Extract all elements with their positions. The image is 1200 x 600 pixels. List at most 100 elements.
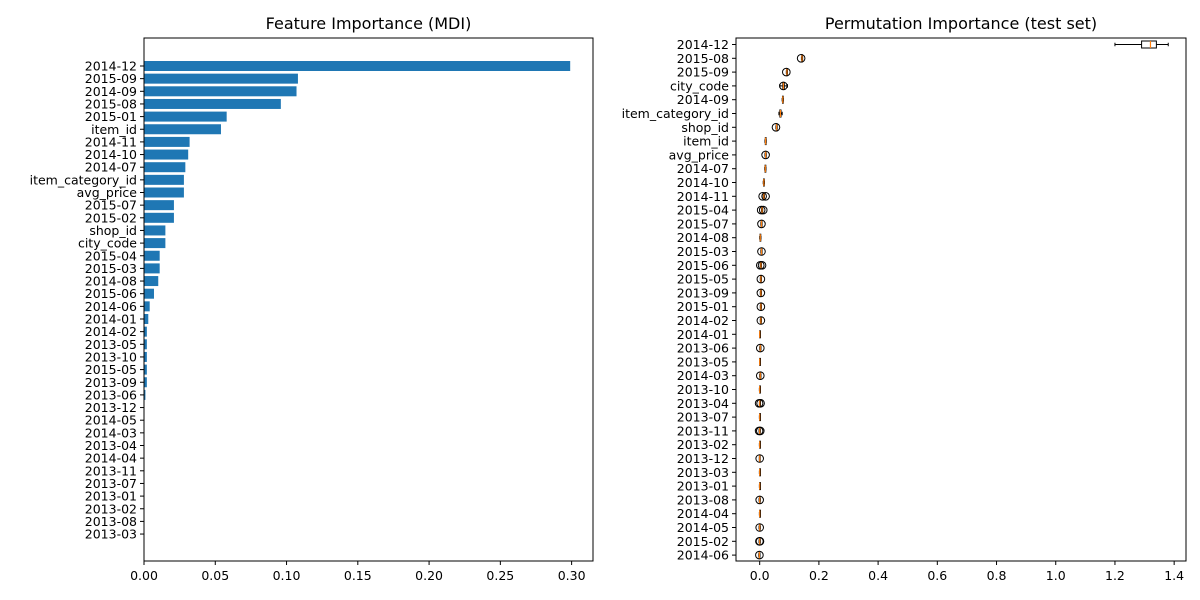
permutation-box-2014-05 <box>755 523 764 532</box>
permutation-y-tick-label-2015-08: 2015-08 <box>677 51 729 66</box>
mdi-y-tick-label-2014-06: 2014-06 <box>85 299 137 314</box>
permutation-flier-2014-03-0 <box>755 371 765 381</box>
permutation-y-tick-label-2013-01: 2013-01 <box>677 479 729 494</box>
permutation-box-2013-01 <box>758 482 761 491</box>
permutation-box-2014-04 <box>758 509 761 518</box>
permutation-box-2015-01 <box>756 302 766 312</box>
permutation-flier-2014-06-0 <box>755 550 764 560</box>
mdi-y-tick-label-2014-04: 2014-04 <box>85 451 137 466</box>
mdi-x-tick-label-1: 0.05 <box>201 568 229 583</box>
permutation-box-2015-09 <box>782 67 791 77</box>
mdi-x-tick-label-0: 0.00 <box>130 568 158 583</box>
permutation-y-tick-label-2014-03: 2014-03 <box>677 368 729 383</box>
permutation-box-2013-12 <box>755 454 764 463</box>
permutation-y-tick-label-2013-05: 2013-05 <box>677 354 729 369</box>
permutation-y-tick-label-2015-02: 2015-02 <box>677 534 729 549</box>
mdi-bar-2014-06 <box>144 301 150 312</box>
permutation-y-tick-label-2013-12: 2013-12 <box>677 451 729 466</box>
mdi-bar-2014-07 <box>144 162 186 173</box>
mdi-y-tick-label-2013-06: 2013-06 <box>85 387 137 402</box>
mdi-y-tick-label-2014-05: 2014-05 <box>85 413 137 428</box>
mdi-y-tick-label-2013-02: 2013-02 <box>85 501 137 516</box>
permutation-box-2014-06 <box>755 550 764 560</box>
permutation-box-2013-03 <box>758 468 761 477</box>
permutation-flier-2015-01-0 <box>756 302 766 312</box>
mdi-y-tick-label-2013-08: 2013-08 <box>85 514 137 529</box>
mdi-bar-2015-05 <box>144 364 147 375</box>
mdi-y-tick-label-2013-05: 2013-05 <box>85 337 137 352</box>
permutation-iqr-2014-12 <box>1141 40 1157 49</box>
mdi-y-tick-label-2013-07: 2013-07 <box>85 476 137 491</box>
mdi-bar-2014-12 <box>144 61 571 71</box>
permutation-x-tick-label-4: 0.8 <box>987 568 1007 583</box>
mdi-bar-2014-10 <box>144 149 189 160</box>
mdi-y-tick-label-2014-07: 2014-07 <box>85 160 137 175</box>
permutation-x-tick-label-2: 0.4 <box>868 568 888 583</box>
permutation-x-tick-label-5: 1.0 <box>1046 568 1066 583</box>
permutation-box-2013-04 <box>754 399 765 408</box>
mdi-y-tick-label-2014-01: 2014-01 <box>85 312 137 327</box>
permutation-box-2014-02 <box>756 316 766 325</box>
permutation-box-2015-06 <box>755 261 767 270</box>
permutation-box-2013-02 <box>758 440 761 449</box>
mdi-bar-2014-11 <box>144 136 190 147</box>
mdi-importance-chart: Feature Importance (MDI) 2014-122015-092… <box>30 14 594 583</box>
permutation-y-tick-label-avg-price: avg_price <box>669 147 730 162</box>
mdi-y-tick-label-2015-05: 2015-05 <box>85 362 137 377</box>
permutation-y-tick-label-2014-01: 2014-01 <box>677 327 729 342</box>
permutation-flier-2015-07-0 <box>757 219 766 229</box>
permutation-flier-shop-id-0 <box>771 123 781 132</box>
mdi-y-axis: 2014-122015-092014-092015-082015-01item_… <box>30 59 144 542</box>
permutation-box-2014-08 <box>759 233 762 242</box>
permutation-flier-2013-08-0 <box>755 495 764 505</box>
mdi-bar-2015-07 <box>144 200 174 211</box>
permutation-y-tick-label-2014-09: 2014-09 <box>677 92 729 107</box>
permutation-x-axis: 0.0 0.2 0.4 0.6 0.8 1.0 1.2 1.4 <box>750 561 1184 583</box>
mdi-bar-city-code <box>144 238 166 249</box>
permutation-box-2013-08 <box>755 495 764 505</box>
permutation-box-2014-07 <box>764 164 767 173</box>
permutation-box-2013-10 <box>758 385 761 394</box>
permutation-y-tick-label-2014-06: 2014-06 <box>677 548 729 563</box>
permutation-flier-2014-05-0 <box>755 523 764 532</box>
mdi-x-tick-label-2: 0.10 <box>273 568 301 583</box>
mdi-y-tick-label-2014-02: 2014-02 <box>85 324 137 339</box>
permutation-y-tick-label-2015-06: 2015-06 <box>677 258 729 273</box>
permutation-y-tick-label-2013-07: 2013-07 <box>677 410 729 425</box>
mdi-bar-2014-09 <box>144 86 297 97</box>
permutation-flier-2013-09-0 <box>756 288 766 298</box>
permutation-y-tick-label-2015-01: 2015-01 <box>677 299 729 314</box>
permutation-x-tick-label-0: 0.0 <box>750 568 770 583</box>
mdi-bar-2015-03 <box>144 263 160 274</box>
mdi-y-tick-label-2015-07: 2015-07 <box>85 198 137 213</box>
permutation-y-tick-label-2015-07: 2015-07 <box>677 216 729 231</box>
mdi-bar-shop-id <box>144 225 166 236</box>
mdi-y-tick-label-2013-04: 2013-04 <box>85 438 137 453</box>
permutation-y-tick-label-city-code: city_code <box>670 78 729 93</box>
permutation-box-2014-12 <box>1114 40 1169 49</box>
permutation-box-2015-03 <box>757 247 766 256</box>
permutation-box-2013-05 <box>759 357 761 366</box>
permutation-box-2014-03 <box>755 371 765 381</box>
mdi-y-tick-label-item-id: item_id <box>91 122 137 137</box>
permutation-flier-2013-11-1 <box>755 426 765 436</box>
mdi-x-tick-label-5: 0.25 <box>486 568 514 583</box>
permutation-box-2013-07 <box>758 413 761 422</box>
permutation-y-tick-label-2014-10: 2014-10 <box>677 175 729 190</box>
permutation-y-tick-label-2013-03: 2013-03 <box>677 465 729 480</box>
permutation-box-city-code <box>779 81 789 91</box>
permutation-y-tick-label-2014-11: 2014-11 <box>677 189 729 204</box>
permutation-importance-chart: Permutation Importance (test set) 2014-1… <box>622 14 1187 583</box>
mdi-plot-frame <box>143 37 594 562</box>
permutation-plot-frame <box>735 37 1187 562</box>
permutation-flier-2015-05-0 <box>756 274 766 284</box>
permutation-y-tick-label-2013-09: 2013-09 <box>677 285 729 300</box>
permutation-y-tick-label-2015-05: 2015-05 <box>677 272 729 287</box>
mdi-chart-title: Feature Importance (MDI) <box>266 14 472 33</box>
permutation-flier-2013-12-0 <box>755 454 764 463</box>
mdi-bar-2013-10 <box>144 351 147 362</box>
permutation-flier-2015-04-1 <box>758 205 768 215</box>
permutation-y-tick-label-2014-05: 2014-05 <box>677 520 729 535</box>
mdi-bar-2014-02 <box>144 326 147 337</box>
